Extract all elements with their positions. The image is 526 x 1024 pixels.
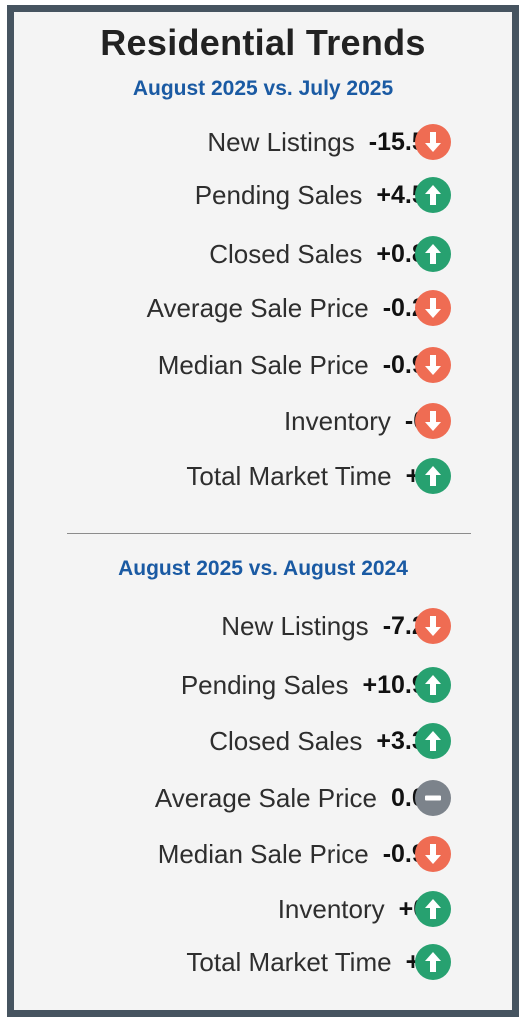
trend-row: Closed Sales +0.8% — [14, 234, 512, 274]
trend-row: Closed Sales +3.3% — [14, 721, 512, 761]
arrow-down-icon — [415, 836, 451, 872]
arrow-down-icon — [415, 290, 451, 326]
residential-trends-card: Residential Trends August 2025 vs. July … — [7, 5, 519, 1017]
metric-label: Median Sale Price — [157, 839, 369, 869]
arrow-up-icon — [415, 944, 451, 980]
trend-row: Total Market Time+10 — [14, 456, 512, 496]
arrow-up-icon — [415, 667, 451, 703]
arrow-up-icon — [415, 891, 451, 927]
arrow-up-icon — [415, 723, 451, 759]
trend-row: Inventory-0.2 — [14, 401, 512, 441]
metric-label: Average Sale Price — [146, 293, 369, 323]
metric-label: Total Market Time — [186, 461, 392, 491]
metric-label: Pending Sales — [194, 180, 363, 210]
arrow-up-icon — [415, 236, 451, 272]
section-2-subtitle: August 2025 vs. August 2024 — [118, 557, 408, 580]
section-divider — [67, 533, 471, 534]
metric-label: New Listings — [207, 127, 355, 157]
metric-label: Median Sale Price — [157, 350, 369, 380]
minus-icon — [415, 780, 451, 816]
section-1-subtitle: August 2025 vs. July 2025 — [132, 77, 394, 100]
arrow-up-icon — [415, 177, 451, 213]
trend-row: Pending Sales +10.9% — [14, 665, 512, 705]
arrow-down-icon — [415, 403, 451, 439]
metric-label: Closed Sales — [209, 726, 363, 756]
metric-label: Pending Sales — [180, 670, 349, 700]
trend-row: Inventory+0.5 — [14, 889, 512, 929]
trend-row: Average Sale Price-0.2% — [14, 288, 512, 328]
arrow-up-icon — [415, 458, 451, 494]
metric-label: New Listings — [221, 611, 369, 641]
page-title: Residential Trends — [100, 22, 426, 63]
metric-label: Inventory — [283, 406, 391, 436]
trend-row: Median Sale Price-0.9% — [14, 834, 512, 874]
metric-label: Inventory — [277, 894, 385, 924]
trend-row: Pending Sales +4.5% — [14, 175, 512, 215]
trend-row: New Listings -15.5% — [14, 122, 512, 162]
metric-label: Average Sale Price — [154, 783, 378, 813]
metric-label: Closed Sales — [209, 239, 363, 269]
metric-label: Total Market Time — [186, 947, 392, 977]
arrow-down-icon — [415, 608, 451, 644]
trend-row: New Listings-7.2% — [14, 606, 512, 646]
trend-row: Median Sale Price-0.9% — [14, 345, 512, 385]
trend-row: Average Sale Price0.0% — [14, 778, 512, 818]
arrow-down-icon — [415, 347, 451, 383]
trend-row: Total Market Time+14 — [14, 942, 512, 982]
arrow-down-icon — [415, 124, 451, 160]
